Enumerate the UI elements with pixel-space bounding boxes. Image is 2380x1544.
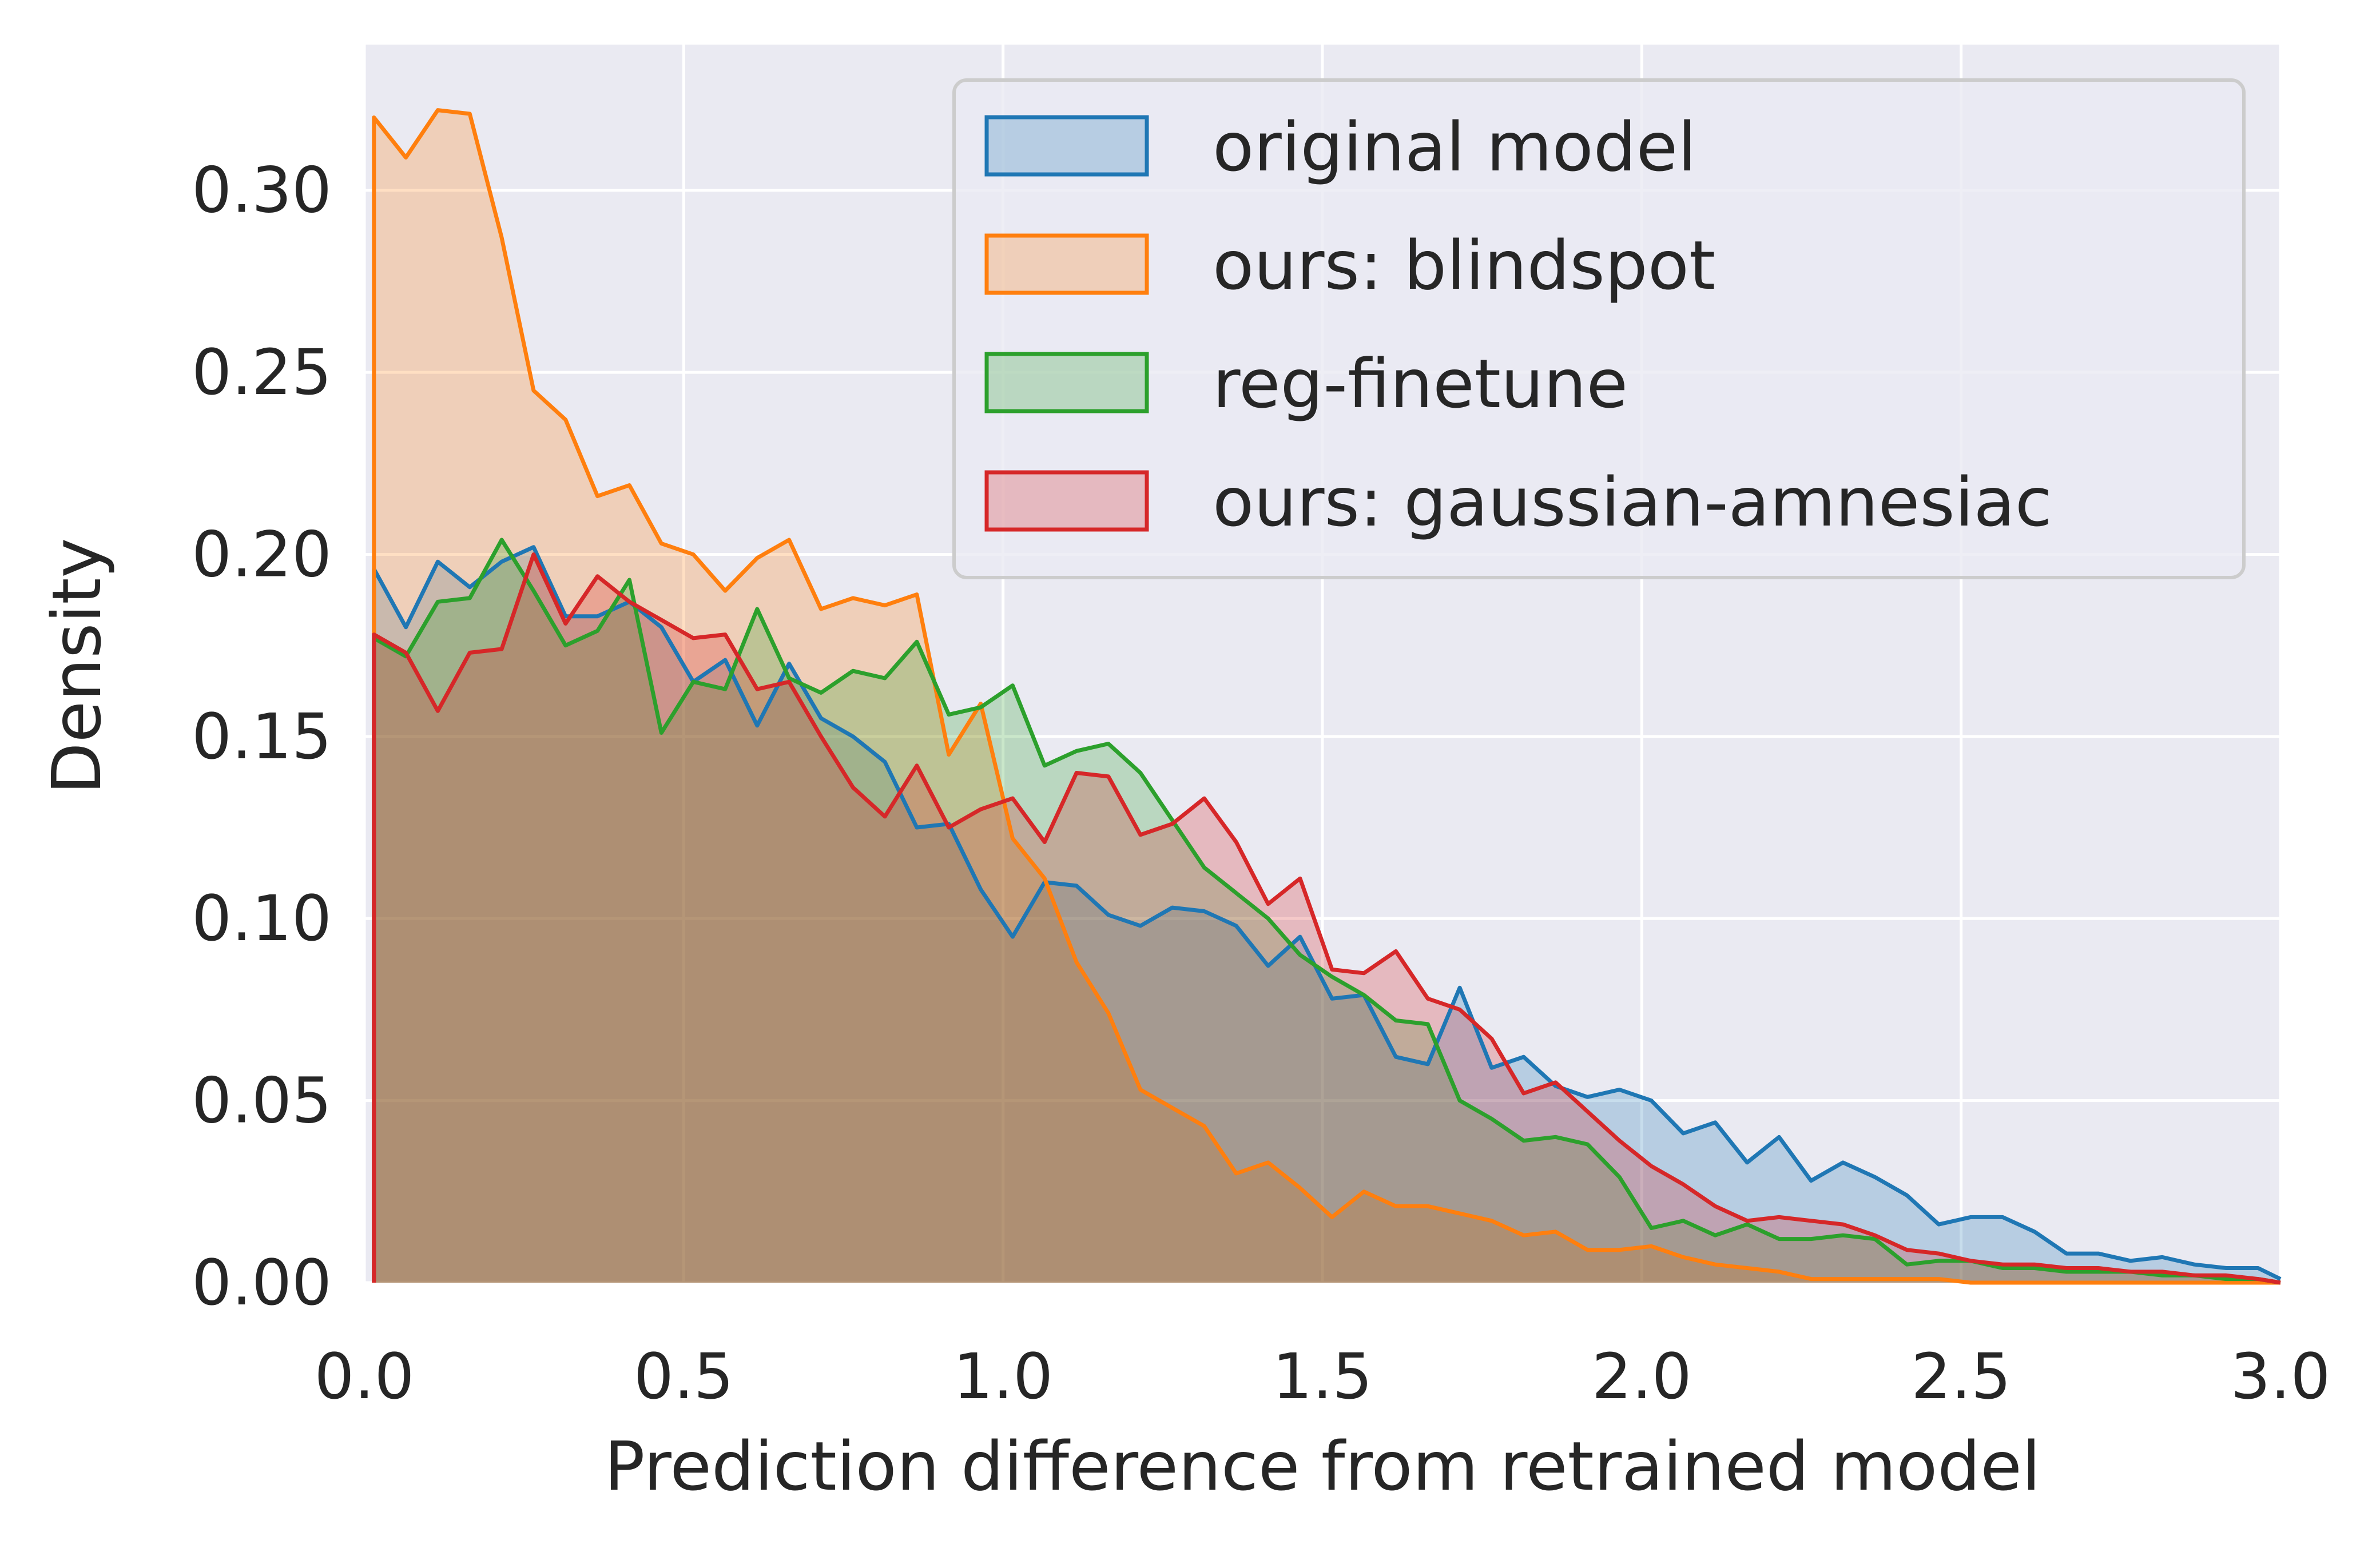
x-tick-label: 2.5 xyxy=(1911,1340,2011,1413)
x-tick-label: 2.0 xyxy=(1592,1340,1692,1413)
y-tick-label: 0.05 xyxy=(192,1064,332,1137)
legend-label: original model xyxy=(1213,108,1696,186)
series-areas xyxy=(374,110,2280,1283)
x-axis-label: Prediction difference from retrained mod… xyxy=(604,1427,2040,1506)
y-tick-label: 0.00 xyxy=(192,1246,332,1319)
y-tick-label: 0.25 xyxy=(192,336,332,409)
legend-label: ours: blindspot xyxy=(1213,226,1715,305)
series-area xyxy=(374,110,2280,1283)
legend-swatch xyxy=(984,352,1149,413)
x-tick-label: 0.5 xyxy=(634,1340,734,1413)
series-lines xyxy=(372,108,2282,1285)
y-tick-labels: 0.00 0.05 0.10 0.15 0.20 0.25 0.30 xyxy=(192,154,332,1319)
legend-swatch xyxy=(984,115,1149,177)
legend-item: reg-finetune xyxy=(984,344,1628,423)
legend-swatch xyxy=(984,233,1149,295)
y-tick-label: 0.20 xyxy=(192,518,332,591)
x-tick-labels: 0.0 0.5 1.0 1.5 2.0 2.5 3.0 xyxy=(315,1340,2331,1413)
series-area xyxy=(374,554,2280,1283)
legend-item: original model xyxy=(984,108,1696,186)
legend-label: reg-finetune xyxy=(1213,344,1628,423)
legend-item: ours: blindspot xyxy=(984,226,1715,305)
series-line xyxy=(372,108,2280,1285)
series-area xyxy=(374,540,2280,1283)
y-tick-label: 0.15 xyxy=(192,700,332,773)
x-tick-label: 0.0 xyxy=(315,1340,415,1413)
legend-label: ours: gaussian-amnesiac xyxy=(1213,463,2052,542)
series-line xyxy=(372,552,2281,1285)
x-tick-label: 1.0 xyxy=(953,1340,1053,1413)
legend-swatch xyxy=(984,470,1149,532)
x-tick-label: 3.0 xyxy=(2231,1340,2331,1413)
legend-item: ours: gaussian-amnesiac xyxy=(984,463,2052,542)
series-area xyxy=(374,547,2280,1283)
legend: original model ours: blindspot reg-finet… xyxy=(952,78,2246,579)
y-axis-label: Density xyxy=(37,538,116,795)
y-tick-label: 0.10 xyxy=(192,882,332,955)
y-tick-label: 0.30 xyxy=(192,154,332,227)
legend-frame xyxy=(952,78,2246,579)
x-tick-label: 1.5 xyxy=(1273,1340,1373,1413)
